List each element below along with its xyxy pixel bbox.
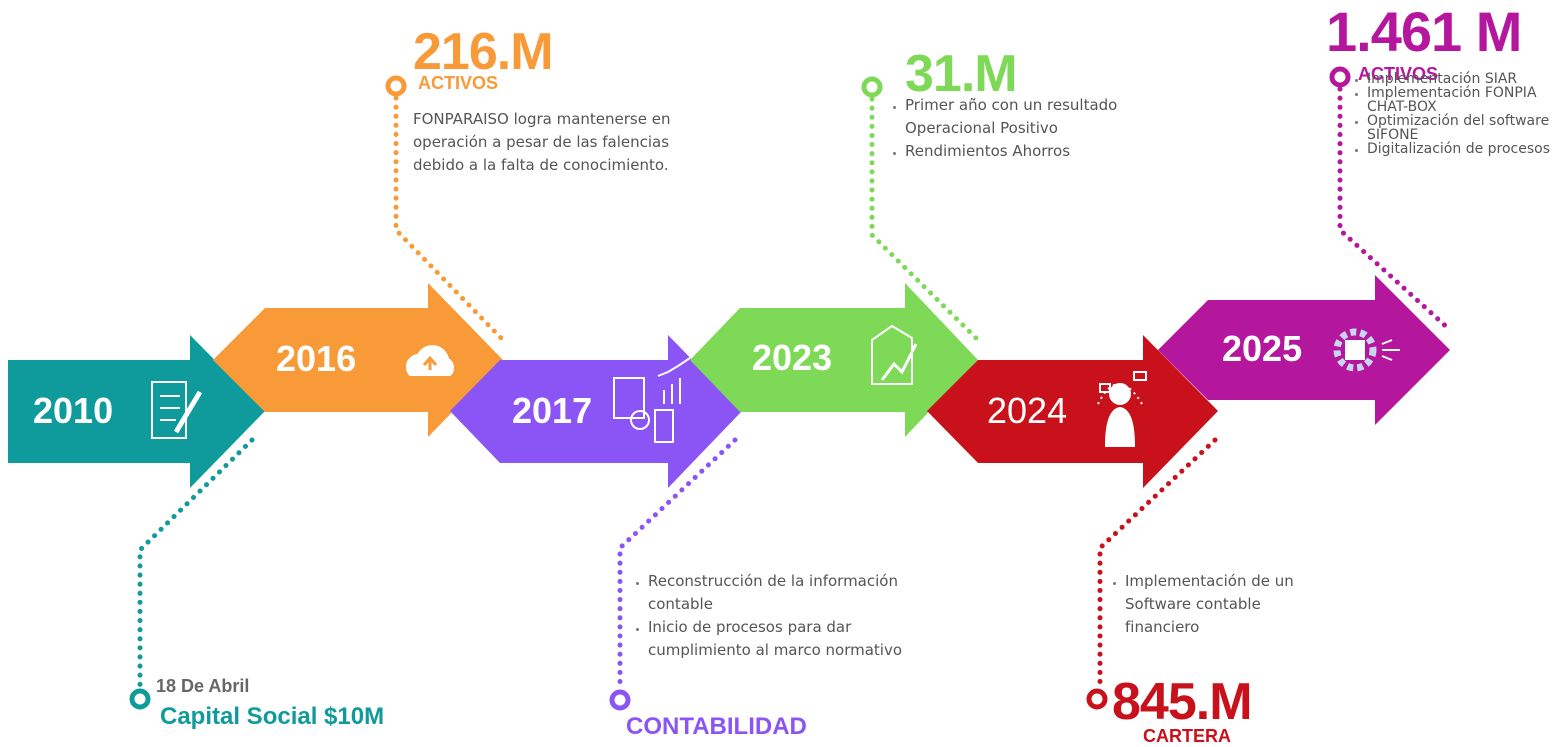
year: 2023 [752, 337, 833, 378]
label: CONTABILIDAD [626, 713, 807, 740]
label: CARTERA [1143, 726, 1231, 746]
connector [869, 96, 981, 343]
icons [151, 324, 1400, 447]
pins [129, 66, 1351, 711]
amount: 845.M [1112, 673, 1253, 731]
bullet: Implementación FONPIA CHAT-BOX [1367, 86, 1557, 114]
arrow-2023 [690, 283, 978, 437]
arrow-2025 [1158, 275, 1450, 425]
connector [393, 95, 506, 343]
bullet: Optimización del software SIFONE [1367, 114, 1557, 142]
icon-document [151, 381, 203, 439]
pin [385, 75, 407, 97]
amount: 1.461 M [1326, 0, 1522, 63]
bullet-list: Implementación de un Software contable f… [1107, 570, 1325, 639]
label: ACTIVOS [1358, 64, 1439, 84]
year: 2016 [276, 338, 357, 379]
bullet-list: Implementación SIAR Implementación FONPI… [1349, 72, 1557, 156]
connector [1337, 86, 1453, 333]
bullet: Implementación de un Software contable f… [1125, 570, 1325, 639]
amount: 31.M [905, 45, 1018, 103]
bullet: Inicio de procesos para dar cumplimiento… [648, 616, 918, 662]
connector [137, 437, 255, 691]
connector [1097, 437, 1218, 691]
pin [861, 76, 883, 98]
description: FONPARAISO logra mantenerse en operación… [413, 110, 671, 174]
icon-chart [871, 324, 918, 385]
bullet: Rendimientos Ahorros [905, 140, 1205, 163]
bullet: Digitalización de procesos [1367, 142, 1557, 156]
year: 2024 [987, 390, 1068, 431]
pin [1086, 688, 1108, 710]
bullet: Primer año con un resultado Operacional … [905, 94, 1205, 140]
connectors [137, 86, 1453, 693]
pin [129, 688, 151, 710]
pin [1329, 66, 1351, 88]
pin [609, 689, 631, 711]
year: 2017 [512, 390, 593, 431]
caption: Capital Social $10M [160, 703, 385, 730]
bullet-list: Primer año con un resultado Operacional … [887, 94, 1205, 163]
year: 2025 [1222, 328, 1303, 369]
bullet-list: Reconstrucción de la información contabl… [630, 570, 918, 662]
icon-cloud [405, 345, 455, 376]
arrow-2016 [213, 283, 503, 437]
arrow-2017 [450, 335, 742, 488]
arrow-2010 [8, 335, 265, 488]
year: 2010 [33, 390, 114, 431]
date: 18 De Abril [156, 676, 250, 696]
bullet: Reconstrucción de la información contabl… [648, 570, 918, 616]
label: ACTIVOS [418, 73, 499, 93]
amount: 216.M [413, 23, 554, 81]
icon-person [1097, 371, 1147, 447]
connector [617, 437, 738, 693]
bullet: Implementación SIAR [1367, 72, 1557, 86]
icon-gear [1333, 328, 1400, 372]
icon-report [613, 357, 691, 443]
